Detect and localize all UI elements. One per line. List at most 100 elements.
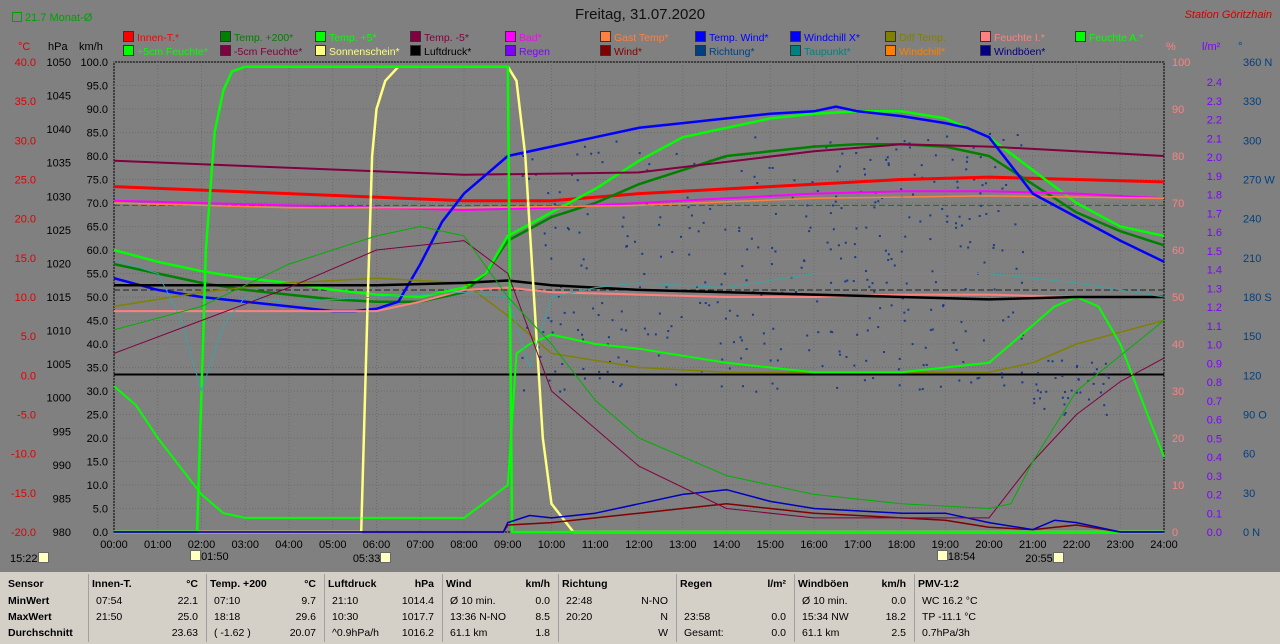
time-marker: 05:33 <box>353 552 392 565</box>
time-marker: 18:54 <box>936 550 975 563</box>
pct-tick-label: 60 <box>1172 245 1184 257</box>
direction-dot <box>779 348 782 351</box>
direction-dot <box>965 160 968 163</box>
kmh-tick-label: 95.0 <box>87 81 108 93</box>
legend-item: Feuchte I.* <box>980 31 1045 44</box>
direction-dot <box>946 220 949 223</box>
temp-unit: °C <box>18 41 30 53</box>
direction-dot <box>964 330 967 333</box>
direction-dot <box>903 319 906 322</box>
direction-dot <box>816 190 819 193</box>
table-cell-value: N-NO <box>641 595 668 607</box>
direction-dot <box>794 290 797 293</box>
legend-item: Windchill X* <box>790 31 860 44</box>
legend-item: Temp. -5* <box>410 31 469 44</box>
direction-dot <box>612 380 615 383</box>
month-average-label: 21.7 Monat-Ø <box>25 12 93 24</box>
temp-tick-label: 20.0 <box>15 214 36 226</box>
direction-dot <box>738 226 741 229</box>
direction-dot <box>985 213 988 216</box>
direction-dot <box>770 263 773 266</box>
direction-dot <box>866 278 869 281</box>
sun-icon <box>37 552 49 563</box>
direction-dot <box>972 146 975 149</box>
temp-tick-label: 35.0 <box>15 96 36 108</box>
direction-dot <box>817 331 820 334</box>
direction-dot <box>956 186 959 189</box>
legend-label: Bad* <box>519 32 542 44</box>
time-tick-label: 14:00 <box>713 539 741 551</box>
direction-dot <box>934 154 937 157</box>
temp-tick-label: 25.0 <box>15 175 36 187</box>
direction-dot <box>900 188 903 191</box>
dir-tick-label: 180 S <box>1243 292 1272 304</box>
row-label-sensor: Sensor <box>8 578 44 590</box>
direction-dot <box>638 152 641 155</box>
direction-dot <box>1070 389 1073 392</box>
direction-dot <box>772 327 775 330</box>
direction-dot <box>834 200 837 203</box>
legend-label: +5cm Feuchte* <box>137 46 208 58</box>
direction-dot <box>887 164 890 167</box>
table-cell-value: 1016.2 <box>401 627 434 639</box>
legend-label: Innen-T.* <box>137 32 180 44</box>
table-cell-value: 22.1 <box>177 595 198 607</box>
rain-tick-label: 1.7 <box>1207 208 1222 220</box>
legend-item: +5cm Feuchte* <box>123 45 208 58</box>
legend-swatch <box>410 45 421 56</box>
direction-dot <box>1035 383 1038 386</box>
direction-dot <box>563 388 566 391</box>
direction-dot <box>658 312 661 315</box>
kmh-tick-label: 25.0 <box>87 410 108 422</box>
direction-dot <box>531 158 534 161</box>
direction-dot <box>1020 337 1023 340</box>
direction-dot <box>586 213 589 216</box>
table-column-head: Windböen <box>798 578 849 590</box>
legend-item: Temp. +5* <box>315 31 377 44</box>
table-column-head: PMV-1:2 <box>918 578 959 590</box>
direction-dot <box>958 379 961 382</box>
direction-dot <box>1015 267 1018 270</box>
legend-item: Innen-T.* <box>123 31 179 44</box>
legend-label: -5cm Feuchte* <box>234 46 303 58</box>
direction-dot <box>853 364 856 367</box>
direction-dot <box>840 207 843 210</box>
direction-dot <box>1005 183 1008 186</box>
direction-dot <box>658 223 661 226</box>
table-separator <box>794 574 795 642</box>
direction-dot <box>885 281 888 284</box>
table-cell-label: 21:10 <box>332 595 359 607</box>
time-tick-label: 02:00 <box>188 539 216 551</box>
legend-item: Windchill* <box>885 45 945 58</box>
direction-dot <box>1020 371 1023 374</box>
direction-dot <box>1095 368 1098 371</box>
direction-dot <box>581 333 584 336</box>
direction-dot <box>973 178 976 181</box>
temp-tick-label: -5.0 <box>17 410 36 422</box>
table-column: Wind km/h Ø 10 min. 0.0 13:36 N-NO 8.5 61.1 km… <box>446 572 554 644</box>
hpa-tick-label: 995 <box>53 426 71 438</box>
hpa-tick-label: 1045 <box>47 91 71 103</box>
direction-dot <box>942 304 945 307</box>
direction-dot <box>699 301 702 304</box>
direction-dot <box>1093 372 1096 375</box>
time-tick-label: 11:00 <box>582 539 609 551</box>
direction-dot <box>898 357 901 360</box>
direction-dot <box>1075 365 1078 368</box>
table-cell-value: 0.0 <box>891 595 906 607</box>
direction-dot <box>559 323 562 326</box>
rain-tick-label: 1.8 <box>1207 190 1222 202</box>
direction-dot <box>1014 223 1017 226</box>
direction-dot <box>877 200 880 203</box>
direction-dot <box>548 379 551 382</box>
direction-dot <box>1060 359 1063 362</box>
direction-dot <box>771 382 774 385</box>
direction-dot <box>585 267 588 270</box>
rain-tick-label: 0.2 <box>1207 490 1222 502</box>
direction-dot <box>800 266 803 269</box>
direction-dot <box>709 208 712 211</box>
legend-swatch <box>410 31 421 42</box>
direction-dot <box>716 301 719 304</box>
direction-dot <box>908 216 911 219</box>
dir-unit: ° <box>1238 41 1242 53</box>
